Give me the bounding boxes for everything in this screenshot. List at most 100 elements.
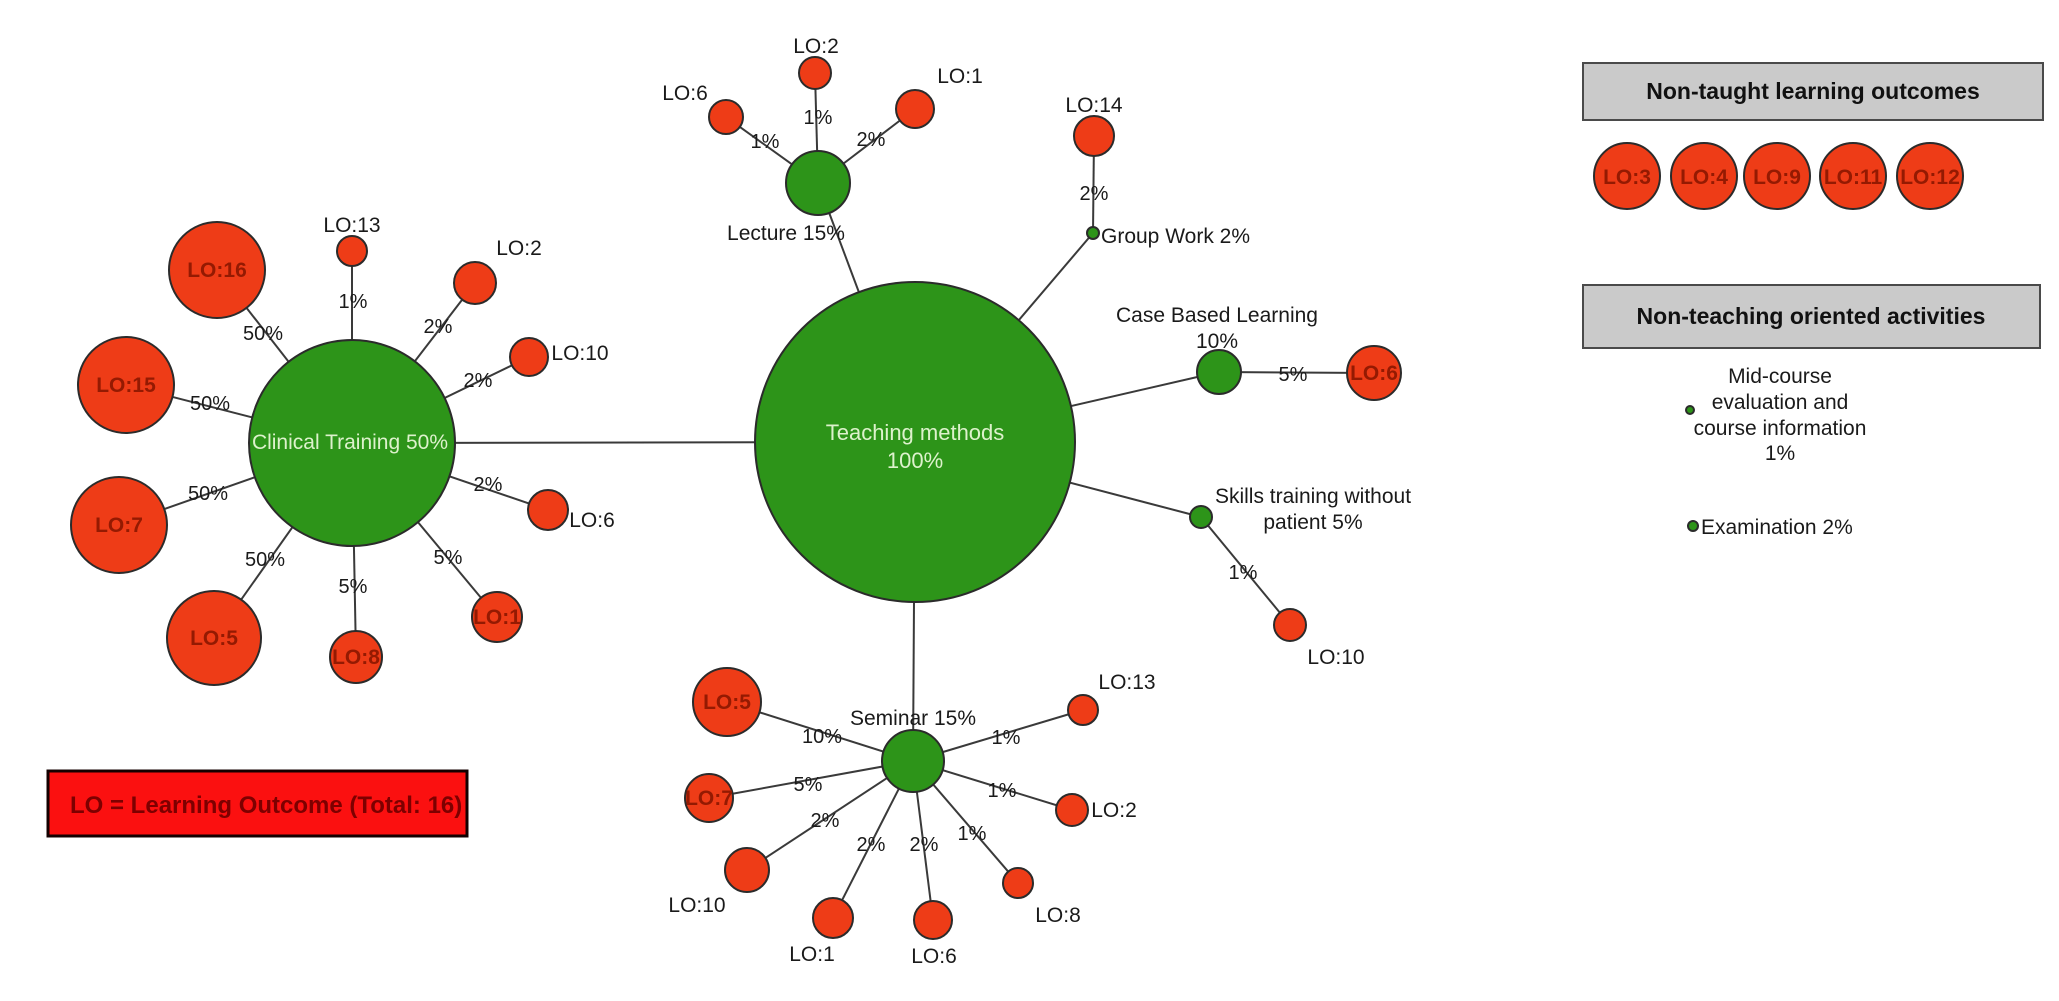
node-label: LO:4 (1680, 166, 1728, 189)
group-work-lo14-node (1073, 115, 1115, 157)
seminar-node (881, 729, 945, 793)
non-taught-header-box (1582, 62, 2044, 121)
non-teaching-header-box (1582, 284, 2041, 349)
edge-label: 2% (857, 129, 886, 151)
node-label: LO:6 (662, 82, 708, 105)
node-label: LO:11 (1824, 166, 1883, 189)
mid-course-label-line2: evaluation and (1712, 391, 1849, 414)
edge-label: 50% (190, 393, 230, 415)
group-work-node (1086, 226, 1100, 240)
node-label: LO:5 (703, 691, 751, 714)
seminar-lo5-node (692, 667, 762, 737)
non-taught-lo11-node (1819, 142, 1887, 210)
case-based-pct: 10% (1196, 330, 1238, 353)
node-label: LO:2 (496, 237, 542, 260)
non-taught-header: Non-taught learning outcomes (1646, 78, 1980, 104)
lecture-lo6-node (708, 99, 744, 135)
edge-label: 2% (857, 834, 886, 856)
edge-label: 5% (339, 576, 368, 598)
skills-label: Skills training without (1215, 485, 1411, 508)
seminar-label: Seminar 15% (850, 707, 976, 730)
non-taught-lo9-node (1743, 142, 1811, 210)
edge-label: 1% (988, 780, 1017, 802)
edge-label: 50% (243, 323, 283, 345)
node-label: LO:12 (1900, 166, 1960, 189)
node-label: LO:15 (96, 374, 156, 397)
node-label: LO:8 (1035, 904, 1081, 927)
skills-pct: patient 5% (1263, 511, 1362, 534)
seminar-lo8-node (1002, 867, 1034, 899)
node-label: LO:8 (332, 646, 380, 669)
node-label: LO:14 (1065, 94, 1123, 117)
node-label: LO:13 (1098, 671, 1155, 694)
node-label: LO:10 (668, 894, 725, 917)
clinical-lo8-node (329, 630, 383, 684)
node-label: LO:7 (685, 787, 733, 810)
edge-label: 5% (1279, 364, 1308, 386)
clinical-lo6-node (527, 489, 569, 531)
teaching-methods-pct: 100% (887, 448, 943, 473)
clinical-lo16-node (168, 221, 266, 319)
clinical-lo10-node (509, 337, 549, 377)
node-label: LO:5 (190, 627, 238, 650)
edge-label: 2% (1080, 183, 1109, 205)
lecture-lo1-node (895, 89, 935, 129)
edge-label: 1% (751, 131, 780, 153)
case-based-learning-node (1196, 349, 1242, 395)
clinical-lo5-node (166, 590, 262, 686)
examination-label: Examination 2% (1701, 516, 1853, 539)
clinical-lo1-node (471, 591, 523, 643)
edge-label: 1% (958, 823, 987, 845)
node-label: LO:1 (473, 606, 521, 629)
edge-label: 1% (339, 291, 368, 313)
legend-box (46, 769, 469, 838)
seminar-lo7-node (684, 773, 734, 823)
node-label: LO:2 (793, 35, 839, 58)
edge-label: 2% (424, 316, 453, 338)
node-label: LO:10 (551, 342, 608, 365)
lecture-label: Lecture 15% (727, 222, 845, 245)
seminar-lo13-node (1067, 694, 1099, 726)
edge-label: 1% (804, 107, 833, 129)
edge-label: 50% (188, 483, 228, 505)
teaching-methods-label: Teaching methods (826, 420, 1005, 445)
mid-course-label-line1: Mid-course (1728, 365, 1832, 388)
non-taught-lo4-node (1670, 142, 1738, 210)
edge-label: 1% (1229, 562, 1258, 584)
seminar-lo2-node (1055, 793, 1089, 827)
skills-training-node (1189, 505, 1213, 529)
clinical-lo13-node (336, 235, 368, 267)
examination-node (1687, 520, 1699, 532)
edge-label: 2% (811, 810, 840, 832)
mid-course-node (1685, 405, 1695, 415)
edge-label: 2% (474, 474, 503, 496)
mid-course-label-line3: course information (1694, 417, 1867, 440)
non-taught-lo12-node (1896, 142, 1964, 210)
clinical-training-node (248, 339, 456, 547)
case-based-label: Case Based Learning (1116, 304, 1318, 327)
non-teaching-header: Non-teaching oriented activities (1637, 303, 1986, 329)
case-based-lo6-node (1346, 345, 1402, 401)
node-label: LO:13 (323, 214, 380, 237)
lecture-node (785, 150, 851, 216)
node-label: LO:7 (95, 514, 143, 537)
edge-label: 2% (910, 834, 939, 856)
edge-label: 10% (802, 726, 842, 748)
clinical-training-label: Clinical Training 50% (252, 431, 448, 454)
group-work-label: Group Work 2% (1101, 225, 1250, 248)
mid-course-pct: 1% (1765, 442, 1795, 465)
edge-label: 5% (794, 774, 823, 796)
non-taught-lo3-node (1593, 142, 1661, 210)
legend-label: LO = Learning Outcome (Total: 16) (70, 792, 462, 819)
lecture-lo2-node (798, 56, 832, 90)
clinical-lo2-node (453, 261, 497, 305)
edge-label: 50% (245, 549, 285, 571)
edge-label: 1% (992, 727, 1021, 749)
seminar-lo1-node (812, 897, 854, 939)
edge-label: 5% (434, 547, 463, 569)
node-label: LO:3 (1603, 166, 1651, 189)
node-label: LO:2 (1091, 799, 1137, 822)
node-label: LO:6 (911, 945, 957, 968)
node-label: LO:6 (1350, 362, 1398, 385)
